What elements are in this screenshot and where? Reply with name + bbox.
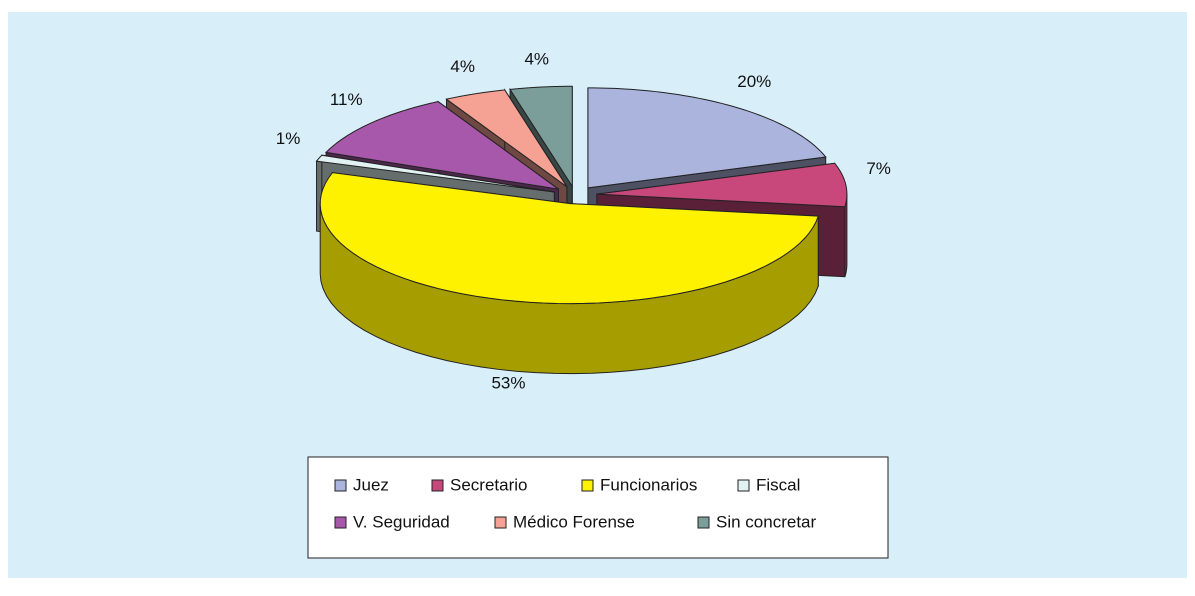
legend-swatch	[334, 516, 347, 529]
value-label: 7%	[866, 159, 891, 178]
legend-label: Juez	[353, 475, 389, 494]
legend-label: Secretario	[450, 475, 527, 494]
value-label: 1%	[276, 129, 301, 148]
slice-top	[509, 85, 573, 188]
legend-label: Médico Forense	[513, 512, 635, 531]
slice	[319, 172, 819, 375]
slice-top	[325, 101, 559, 190]
legend-swatch	[581, 479, 594, 492]
legend-swatch	[737, 479, 750, 492]
value-label: 4%	[524, 49, 549, 68]
legend-swatch	[431, 479, 444, 492]
legend-label: Funcionarios	[600, 475, 697, 494]
slice-top	[319, 172, 819, 305]
value-label: 53%	[491, 374, 525, 393]
legend-label: V. Seguridad	[353, 512, 450, 531]
value-label: 20%	[737, 72, 771, 91]
legend-swatch	[494, 516, 507, 529]
slice-top	[315, 154, 555, 193]
legend-label: Sin concretar	[716, 512, 816, 531]
slice-top	[587, 87, 827, 189]
legend-swatch	[334, 479, 347, 492]
slice-top	[596, 162, 848, 208]
legend-label: Fiscal	[756, 475, 800, 494]
value-label: 11%	[330, 90, 363, 109]
slice-top	[445, 89, 568, 188]
legend-swatch	[697, 516, 710, 529]
value-label: 4%	[450, 57, 475, 76]
legend-box	[307, 456, 889, 559]
